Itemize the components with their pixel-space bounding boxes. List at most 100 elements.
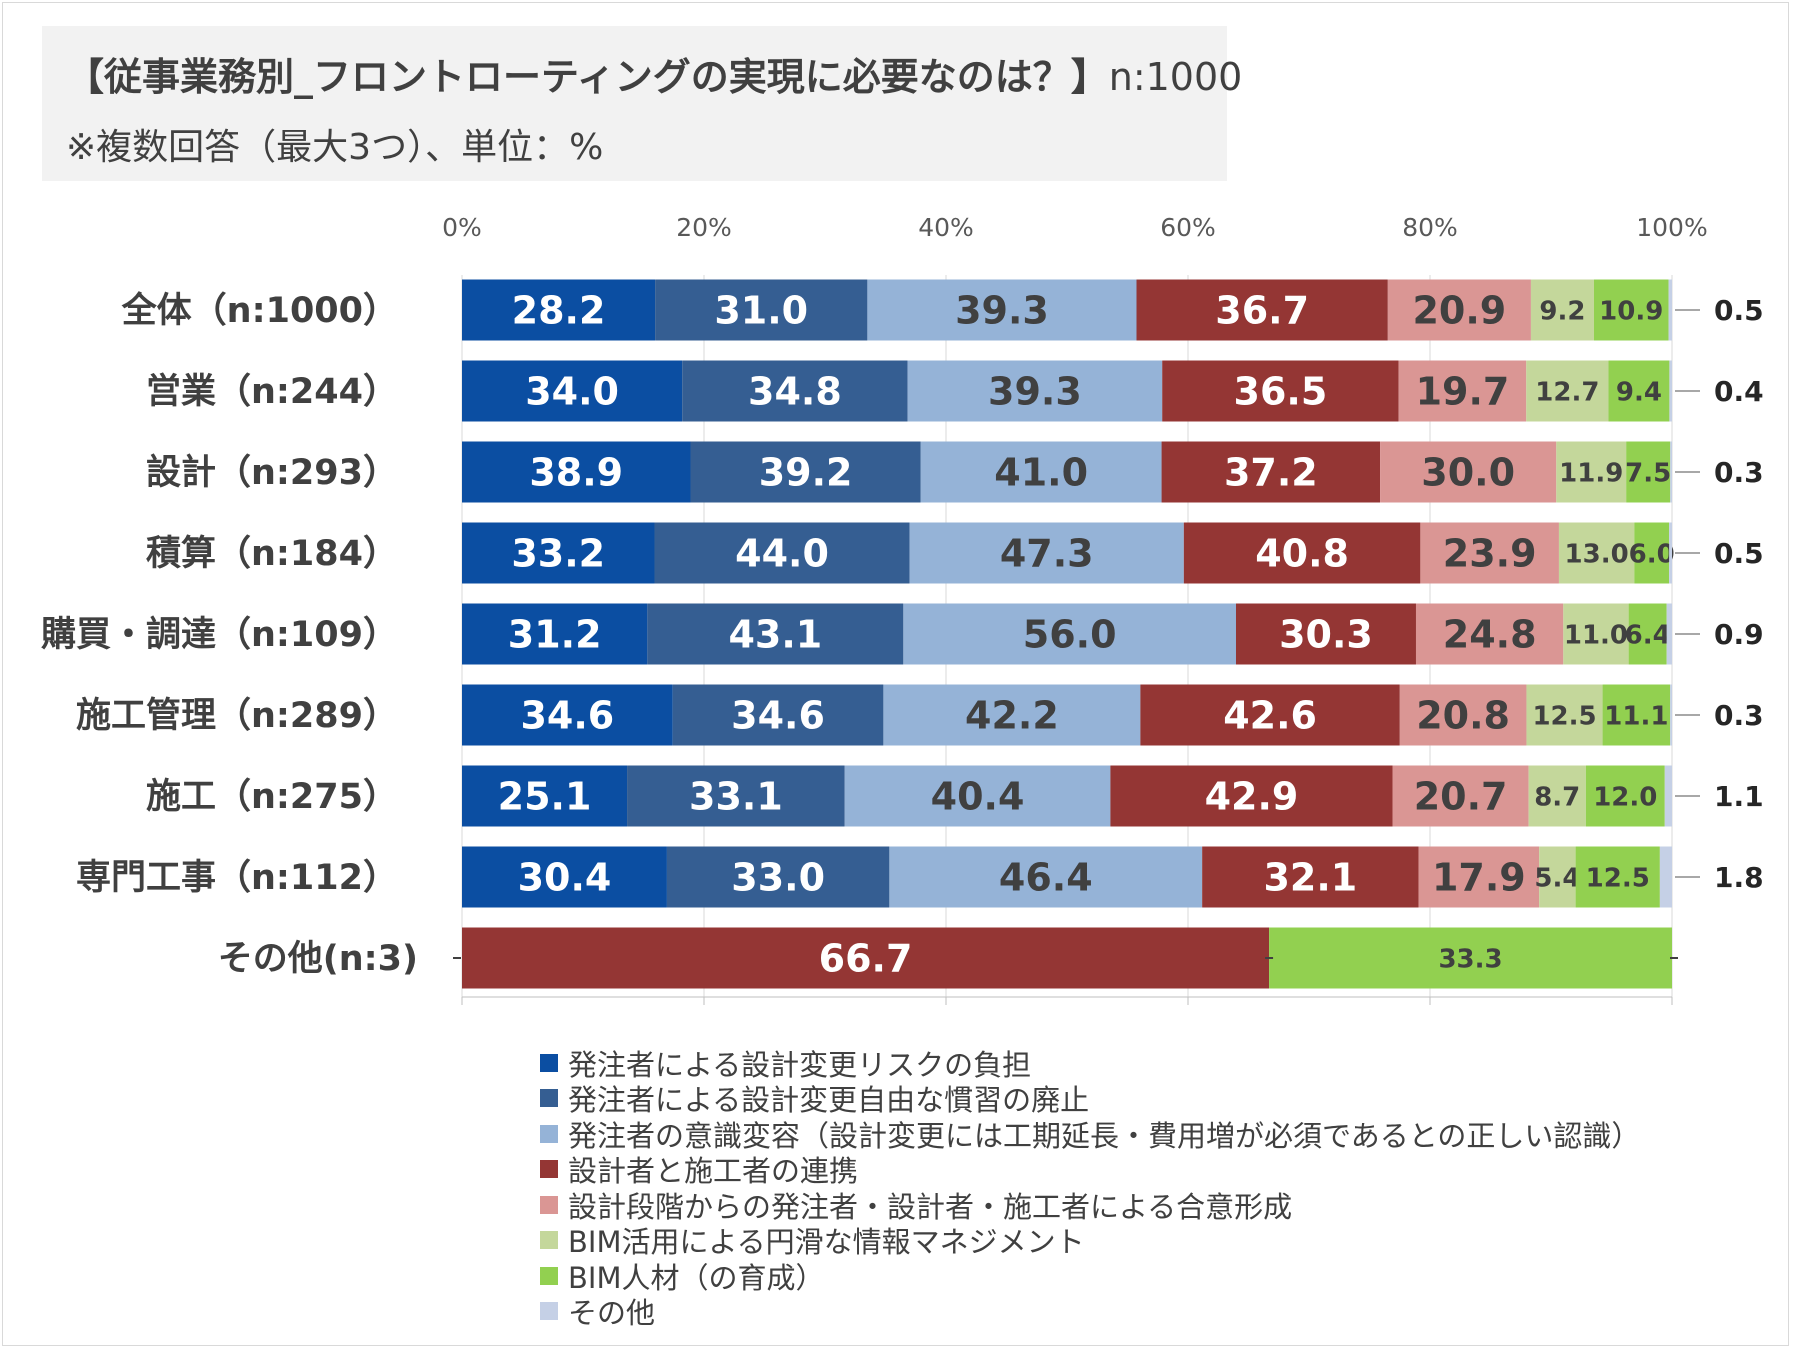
bar-segment — [1530, 279, 1594, 341]
data-label-other: 0.4 — [1714, 375, 1764, 408]
bar-segment — [1670, 684, 1672, 746]
data-label: 6.0 — [1629, 539, 1675, 569]
chart-title-main: 【従事業務別_フロントローティングの実現に必要なのは？】 — [66, 55, 1109, 99]
bar-segment — [462, 846, 667, 908]
legend-label: 発注者による設計変更自由な慣習の廃止 — [568, 1083, 1090, 1118]
data-label: 13.0 — [1565, 539, 1629, 569]
data-label: 12.5 — [1532, 701, 1596, 731]
data-label: 36.7 — [1215, 289, 1309, 333]
bar-segment — [1392, 765, 1529, 827]
category-label: 営業（n:244） — [146, 372, 398, 412]
bar-segment — [682, 360, 908, 422]
bar-segment — [1634, 522, 1670, 584]
legend-swatch — [540, 1089, 558, 1108]
data-label: 34.6 — [520, 694, 614, 738]
data-label: 12.0 — [1593, 782, 1657, 812]
bar-segment — [1162, 360, 1399, 422]
data-label: 40.4 — [931, 775, 1025, 819]
data-label: 8.7 — [1534, 782, 1580, 812]
data-label-other: 0.5 — [1714, 537, 1764, 570]
data-label: 30.0 — [1421, 451, 1515, 495]
bar-segment — [1626, 441, 1671, 503]
bar-segment — [1666, 603, 1672, 665]
bar-segment — [1669, 360, 1672, 422]
data-label: 12.7 — [1535, 377, 1599, 407]
bar-segment — [1235, 603, 1416, 665]
data-label: 40.8 — [1255, 532, 1349, 576]
data-label: 11.0 — [1564, 620, 1628, 650]
legend-label: その他 — [568, 1296, 656, 1331]
data-label: 33.1 — [689, 775, 783, 819]
data-label: 33.0 — [731, 856, 825, 900]
legend-swatch — [540, 1302, 558, 1321]
bar-segment — [655, 279, 868, 341]
bar-segment — [1558, 522, 1635, 584]
data-label: 46.4 — [999, 856, 1093, 900]
data-label: 10.9 — [1599, 296, 1663, 326]
bar-segment — [462, 279, 656, 341]
data-label: 17.9 — [1432, 856, 1526, 900]
data-label: 24.8 — [1443, 613, 1537, 657]
bar-segment — [1585, 765, 1665, 827]
bar-segment — [1556, 441, 1627, 503]
data-label: 30.3 — [1279, 613, 1373, 657]
bar-segment — [883, 684, 1141, 746]
bar-segment — [462, 522, 655, 584]
bar-segment — [1420, 522, 1559, 584]
data-label: 31.2 — [508, 613, 602, 657]
bar-segment — [647, 603, 904, 665]
data-label: 31.0 — [714, 289, 808, 333]
data-label: 56.0 — [1023, 613, 1117, 657]
data-label: 25.1 — [498, 775, 592, 819]
legend-swatch — [540, 1231, 558, 1250]
legend-swatch — [540, 1195, 558, 1214]
bar-segment — [907, 360, 1163, 422]
data-label: 39.2 — [759, 451, 853, 495]
data-label: 66.7 — [819, 937, 913, 981]
data-label: 11.1 — [1604, 701, 1668, 731]
data-label: 43.1 — [728, 613, 822, 657]
data-label: 37.2 — [1224, 451, 1318, 495]
category-label: 施工管理（n:289） — [76, 696, 398, 736]
legend-label: 設計段階からの発注者・設計者・施工者による合意形成 — [568, 1189, 1293, 1224]
legend-item: 発注者による設計変更リスクの負担 — [540, 1045, 1640, 1082]
bar-segment — [1183, 522, 1421, 584]
data-label: 28.2 — [512, 289, 606, 333]
data-label: 42.9 — [1205, 775, 1299, 819]
data-label: 9.2 — [1539, 296, 1585, 326]
data-label: 33.3 — [1438, 944, 1502, 974]
data-label-other: 0.3 — [1714, 699, 1764, 732]
data-label-other: 0.5 — [1714, 294, 1764, 327]
data-label: 39.3 — [988, 370, 1082, 414]
x-tick-label: 100% — [1636, 213, 1707, 242]
data-label: 38.9 — [529, 451, 623, 495]
data-label-other: 1.8 — [1714, 861, 1764, 894]
data-label: 11.9 — [1559, 458, 1623, 488]
data-label: 42.6 — [1223, 694, 1317, 738]
bar-segment — [1528, 765, 1586, 827]
bar-segment — [1659, 846, 1672, 908]
legend-swatch — [540, 1053, 558, 1072]
bar-segment — [462, 360, 683, 422]
bar-segment — [462, 684, 673, 746]
data-label: 30.4 — [518, 856, 612, 900]
x-tick-label: 0% — [442, 213, 482, 242]
category-label: 設計（n:293） — [146, 453, 398, 493]
bar-segment — [1608, 360, 1670, 422]
legend-swatch — [540, 1160, 558, 1179]
legend-swatch — [540, 1266, 558, 1285]
bar-segment — [1380, 441, 1557, 503]
bar-segment — [672, 684, 884, 746]
data-label: 34.8 — [748, 370, 842, 414]
bar-segment — [1398, 360, 1527, 422]
bar-segment — [889, 846, 1203, 908]
data-label: 44.0 — [735, 532, 829, 576]
bar-segment — [1418, 846, 1540, 908]
data-label: 20.8 — [1416, 694, 1510, 738]
title-box: 【従事業務別_フロントローティングの実現に必要なのは？】n:1000 ※複数回答… — [42, 26, 1242, 181]
bar-segment — [1669, 522, 1672, 584]
legend-label: BIM人材（の育成） — [568, 1260, 825, 1295]
data-label: 6.4 — [1625, 620, 1671, 650]
